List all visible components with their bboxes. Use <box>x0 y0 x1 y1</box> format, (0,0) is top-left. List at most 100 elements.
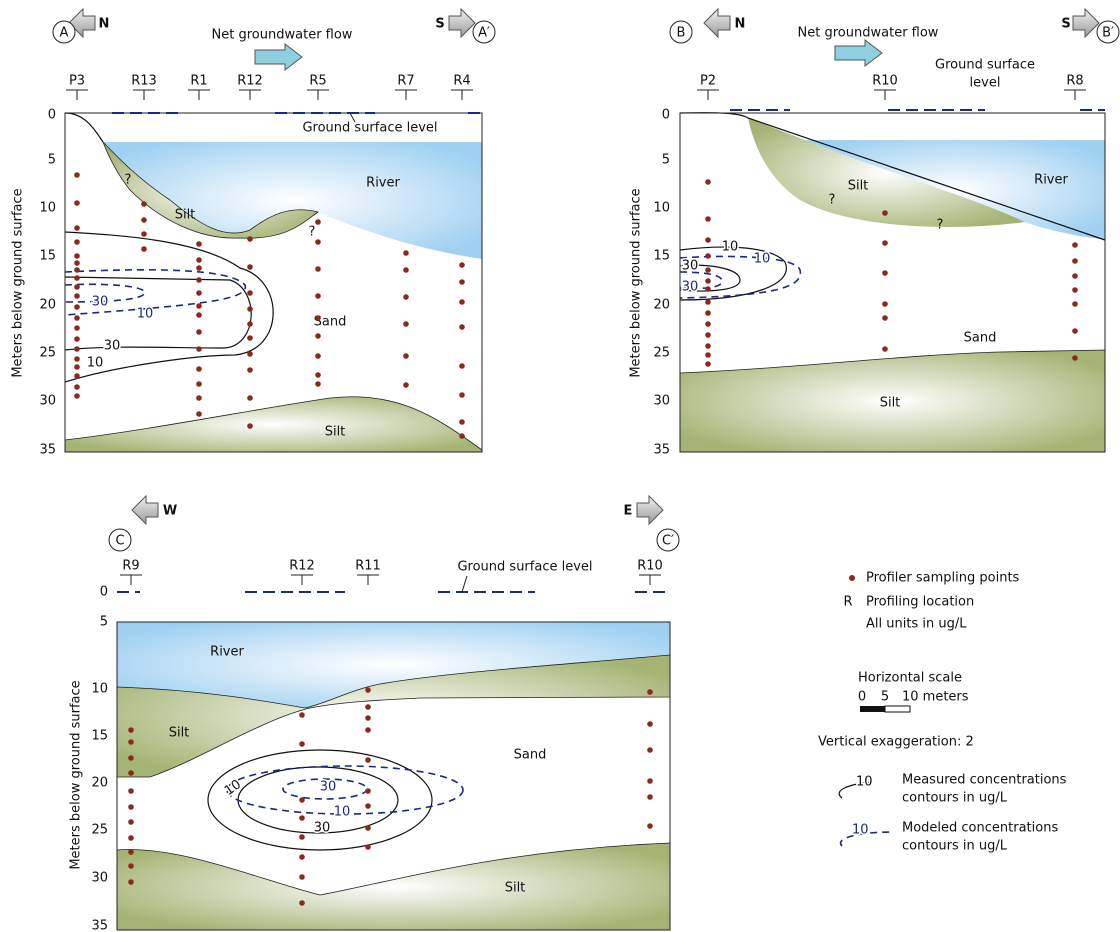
legend-text: All units in ug/L <box>866 617 967 632</box>
sampling-point <box>74 336 80 342</box>
sampling-point <box>74 200 80 206</box>
sampling-point <box>403 353 409 359</box>
sampling-point <box>459 279 465 285</box>
sampling-point <box>196 241 202 247</box>
sampling-point <box>459 324 465 330</box>
sampling-point <box>1072 242 1078 248</box>
sampling-point <box>247 351 253 357</box>
sampling-point <box>299 797 305 803</box>
sampling-point <box>882 270 888 276</box>
sampling-point <box>299 874 305 880</box>
sampling-point <box>403 294 409 300</box>
sampling-point <box>247 306 253 312</box>
sampling-point <box>647 689 653 695</box>
flow-label: Net groundwater flow <box>798 26 939 41</box>
legend: Profiler sampling points R Profiling loc… <box>818 571 1067 854</box>
sampling-point <box>128 849 134 855</box>
scale-label: 0 <box>858 690 866 705</box>
section-label: B <box>677 26 686 41</box>
sampling-point <box>247 290 253 296</box>
direction: S <box>435 17 444 32</box>
sampling-point <box>1072 258 1078 264</box>
contour-label: 10 <box>334 805 351 820</box>
direction: W <box>163 504 177 519</box>
sampling-point <box>705 237 711 243</box>
sampling-point <box>247 264 253 270</box>
depth-tick-label: 30 <box>39 394 56 409</box>
sampling-point <box>365 757 371 763</box>
sampling-point <box>128 770 134 776</box>
contour-label: 30 <box>314 821 331 836</box>
region-label: Silt <box>169 726 190 741</box>
sampling-point <box>705 361 711 367</box>
sampling-point <box>299 834 305 840</box>
sampling-point <box>705 299 711 305</box>
profile-label: R4 <box>453 74 470 89</box>
sampling-point <box>315 381 321 387</box>
sampling-point <box>128 739 134 745</box>
sampling-point <box>74 225 80 231</box>
flow-label: Net groundwater flow <box>212 28 353 43</box>
sampling-point <box>299 815 305 821</box>
sampling-point <box>403 267 409 273</box>
sampling-point <box>459 392 465 398</box>
sampling-point <box>128 755 134 761</box>
legend-text: Horizontal scale <box>858 671 962 686</box>
sampling-point <box>74 172 80 178</box>
depth-tick-label: 20 <box>91 776 108 791</box>
depth-tick-label: 5 <box>662 153 670 168</box>
direction: S <box>1061 17 1070 32</box>
region-label: River <box>210 645 244 660</box>
legend-text: Modeled concentrations <box>902 821 1058 836</box>
sampling-point <box>74 275 80 281</box>
sampling-point <box>647 794 653 800</box>
region-label: Sand <box>514 748 547 763</box>
contour-label: 10 <box>87 356 104 371</box>
sampling-point <box>365 825 371 831</box>
legend-text: 10 <box>852 823 869 838</box>
contour-label: 30 <box>320 780 337 795</box>
sampling-point <box>74 284 80 290</box>
legend-text: contours in ug/L <box>902 839 1008 854</box>
sampling-point <box>1072 301 1078 307</box>
sampling-point <box>74 346 80 352</box>
sampling-point <box>365 788 371 794</box>
section-label: C′ <box>662 534 674 549</box>
section-label: A′ <box>478 26 490 41</box>
scale-label: 10 meters <box>902 690 969 705</box>
sampling-point <box>141 201 147 207</box>
depth-tick-label: 30 <box>653 394 670 409</box>
direction-arrow <box>637 496 663 524</box>
depth-tick-label: 15 <box>91 729 108 744</box>
ground-label: level <box>970 76 1001 91</box>
sampling-point <box>365 687 371 693</box>
direction-arrow <box>1073 9 1099 37</box>
profile-label: R10 <box>637 559 663 574</box>
sampling-point <box>74 373 80 379</box>
sampling-point <box>705 310 711 316</box>
profile-label: P3 <box>69 74 85 89</box>
sampling-point <box>705 267 711 273</box>
legend-text: R <box>843 595 852 610</box>
sampling-point <box>705 179 711 185</box>
depth-tick-label: 0 <box>662 108 670 123</box>
sampling-point <box>196 346 202 352</box>
legend-text: Profiling location <box>866 595 974 610</box>
profile-label: R1 <box>190 74 207 89</box>
sampling-point <box>74 393 80 399</box>
legend-text: contours in ug/L <box>902 791 1008 806</box>
sampling-point <box>196 303 202 309</box>
sampling-point <box>196 366 202 372</box>
y-axis-label: Meters below ground surface <box>69 680 84 869</box>
sampling-point <box>247 367 253 373</box>
contour-label: 30 <box>682 259 699 274</box>
sampling-point <box>705 278 711 284</box>
sampling-point <box>128 788 134 794</box>
sampling-point <box>705 343 711 349</box>
sampling-point <box>74 267 80 273</box>
sampling-point <box>705 352 711 358</box>
sampling-point <box>74 260 80 266</box>
y-axis-label: Meters below ground surface <box>629 188 644 377</box>
region-label: River <box>366 176 400 191</box>
sampling-point <box>74 364 80 370</box>
